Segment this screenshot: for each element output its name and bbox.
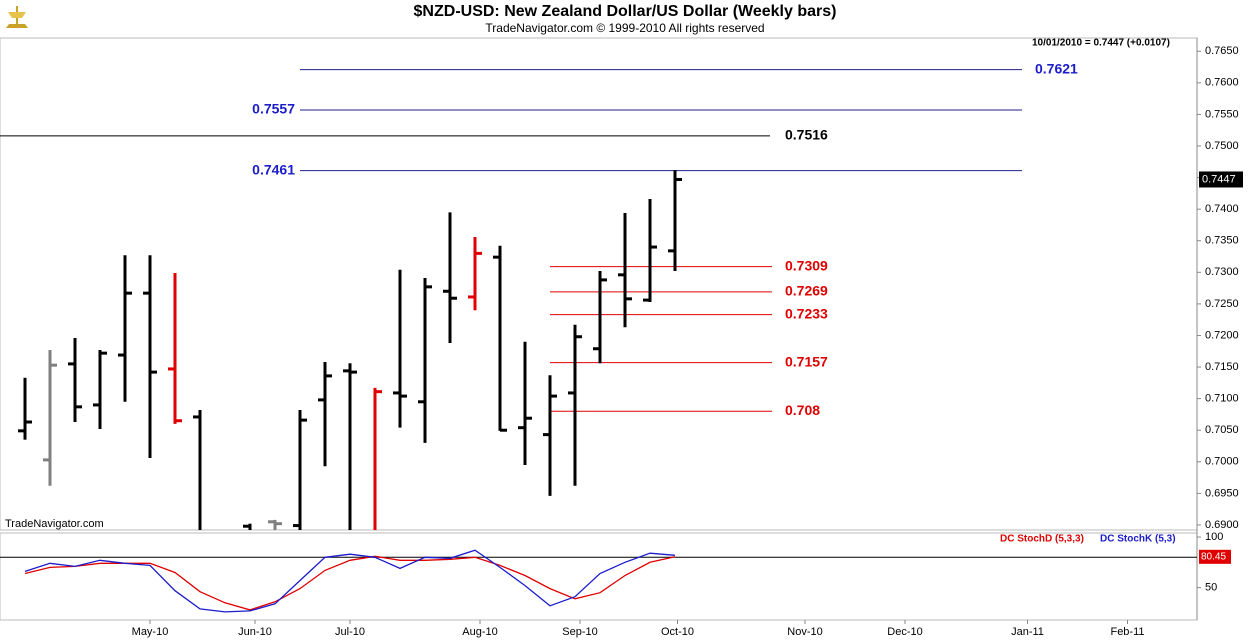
y-tick-label: 50	[1205, 582, 1217, 594]
price-info: 10/01/2010 = 0.7447 (+0.0107)	[1032, 38, 1170, 49]
level-label: 0.7557	[252, 101, 295, 117]
y-tick-label: 0.7150	[1205, 361, 1239, 373]
chart-title: $NZD-USD: New Zealand Dollar/US Dollar (…	[414, 3, 837, 20]
y-tick-label: 0.7650	[1205, 45, 1239, 57]
level-label: 0.7269	[785, 283, 828, 299]
y-tick-label: 0.7500	[1205, 140, 1239, 152]
watermark: TradeNavigator.com	[5, 518, 104, 530]
y-tick-label: 0.7000	[1205, 456, 1239, 468]
last-value-label: 80.45	[1201, 551, 1226, 562]
level-label: 0.7309	[785, 257, 828, 273]
level-label: 0.7461	[252, 161, 295, 177]
stoch-line	[24, 555, 676, 611]
x-tick-label: Aug-10	[462, 626, 497, 638]
y-tick-label: 0.7600	[1205, 77, 1239, 89]
x-tick-label: Feb-11	[1110, 626, 1144, 638]
level-label: 0.7233	[785, 305, 828, 321]
stoch-line	[24, 549, 676, 613]
last-value-box	[1199, 549, 1231, 564]
y-tick-label: 0.7550	[1205, 108, 1239, 120]
x-tick-label: Oct-10	[661, 626, 694, 638]
y-tick-label: 0.7400	[1205, 203, 1239, 215]
chart-subtitle: TradeNavigator.com © 1999-2010 All right…	[485, 21, 764, 35]
y-tick-label: 0.7250	[1205, 298, 1239, 310]
legend-entry: DC StochK (5,3)	[1100, 534, 1176, 545]
x-tick-label: Sep-10	[562, 626, 597, 638]
main-plot: 0.7621 0.7557 0.7516 0.7461 0.7309 0.7269 0.72…	[0, 60, 1078, 530]
logo	[6, 6, 28, 28]
legend-entry: DC StochD (5,3,3)	[1000, 534, 1084, 545]
x-tick-label: May-10	[132, 626, 169, 638]
x-tick-label: Jul-10	[335, 626, 365, 638]
axes: 0.76500.76000.75500.75000.74500.74000.73…	[132, 45, 1243, 638]
last-price-box	[1199, 171, 1243, 188]
y-tick-label: 0.7350	[1205, 235, 1239, 247]
x-tick-label: Jun-10	[238, 626, 272, 638]
x-tick-label: Dec-10	[887, 626, 922, 638]
y-tick-label: 0.7300	[1205, 266, 1239, 278]
y-tick-label: 0.7050	[1205, 424, 1239, 436]
level-label: 0.7621	[1035, 60, 1078, 76]
stoch-plot	[0, 549, 1197, 613]
level-label: 0.7516	[785, 127, 828, 143]
y-tick-label: 0.6950	[1205, 487, 1239, 499]
last-price-label: 0.7447	[1202, 173, 1236, 185]
level-label: 0.708	[785, 402, 820, 418]
y-tick-label: 0.7100	[1205, 393, 1239, 405]
y-tick-label: 100	[1205, 531, 1223, 543]
y-tick-label: 0.7200	[1205, 329, 1239, 341]
x-tick-label: Nov-10	[787, 626, 822, 638]
level-label: 0.7157	[785, 353, 828, 369]
x-tick-label: Jan-11	[1011, 626, 1044, 638]
y-tick-label: 0.6900	[1205, 519, 1239, 531]
